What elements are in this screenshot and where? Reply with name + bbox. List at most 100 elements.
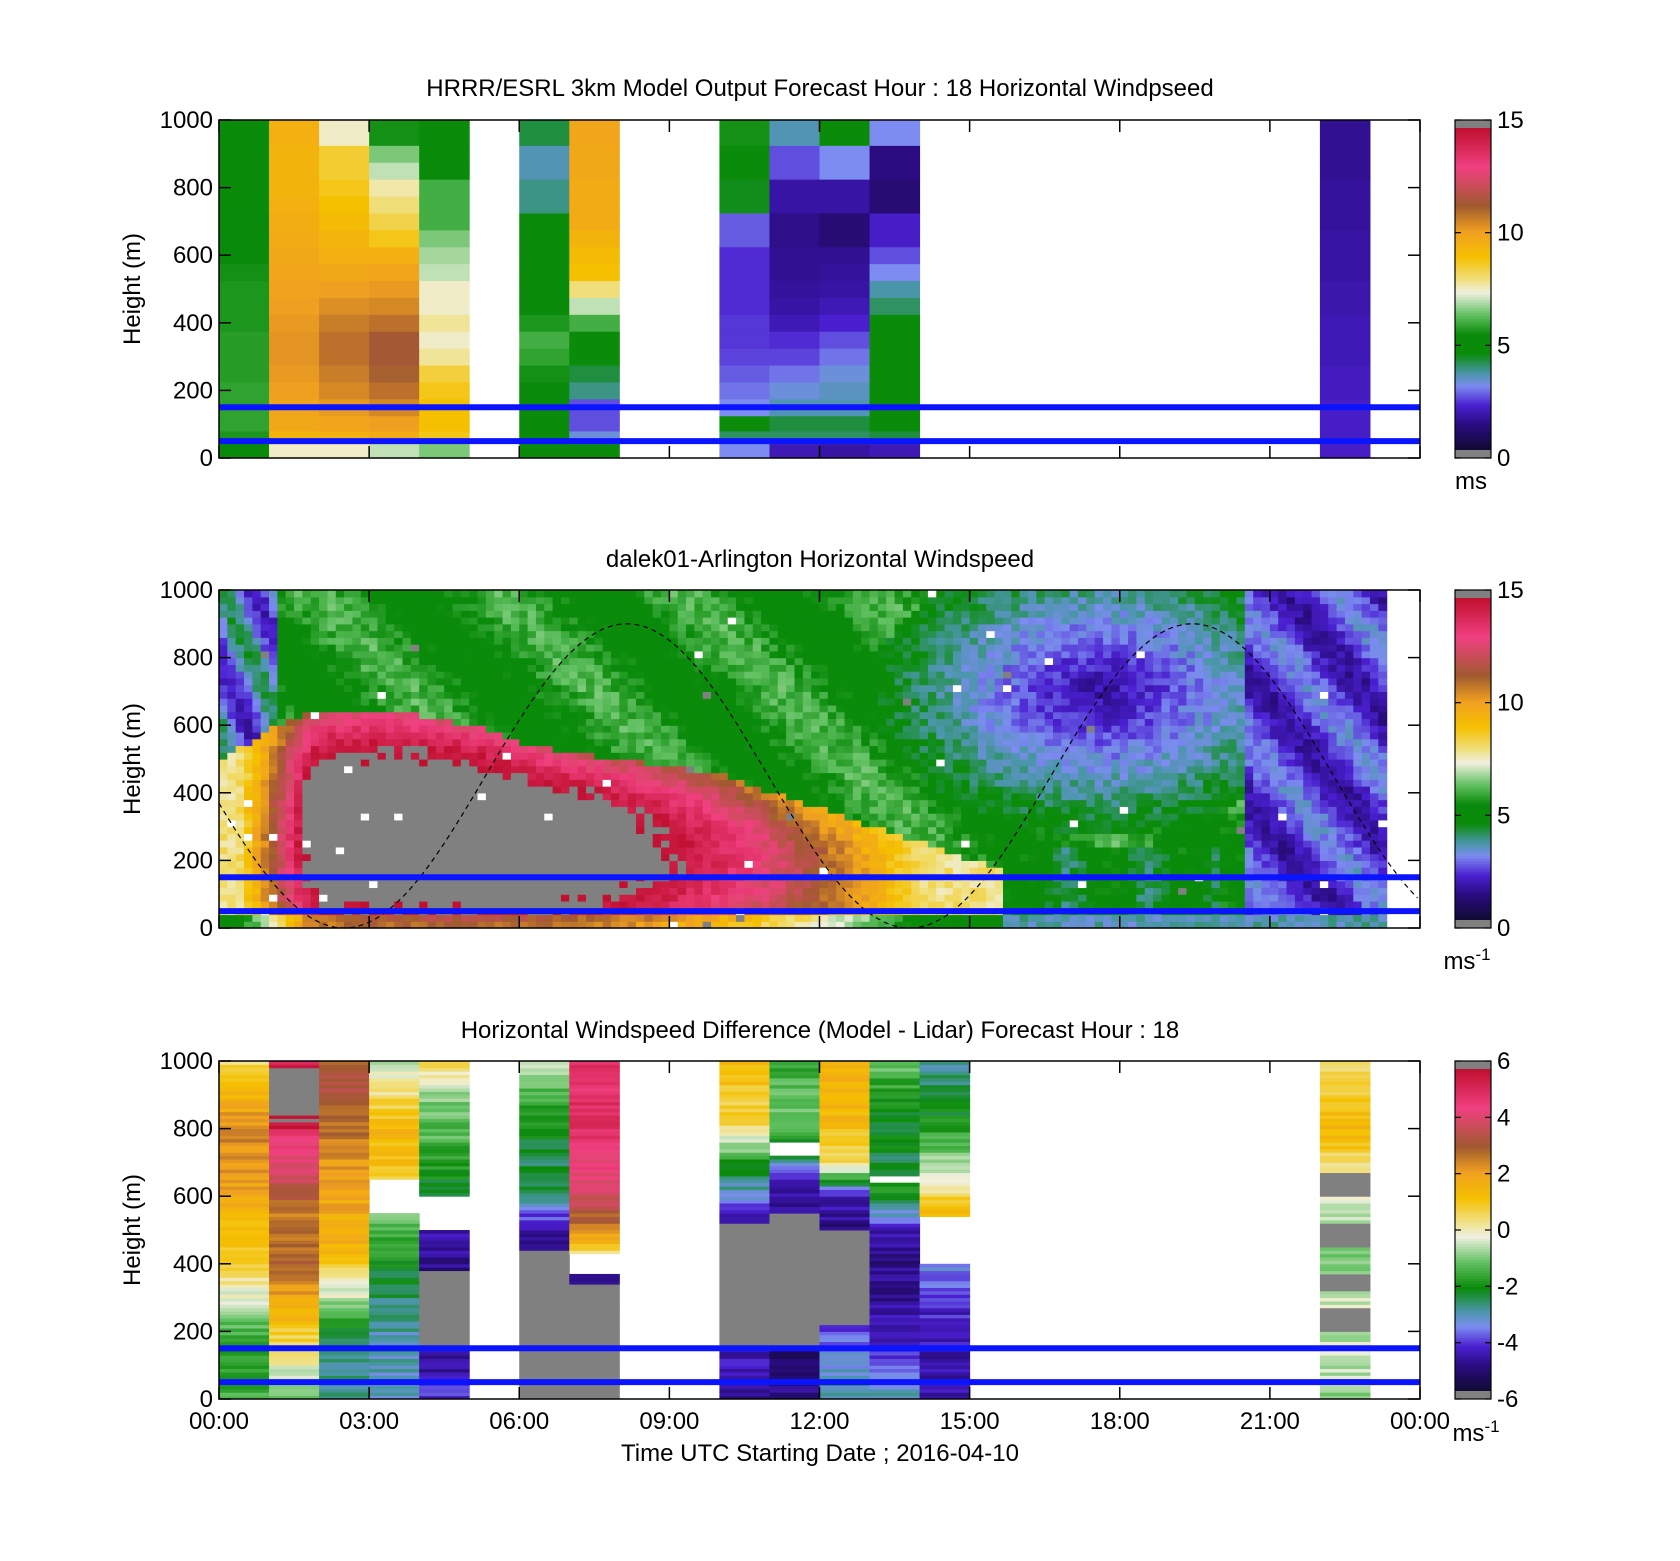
heatmap-cell <box>936 894 946 902</box>
heatmap-cell <box>560 779 570 787</box>
heatmap-cell <box>919 704 929 713</box>
heatmap-cell <box>302 745 312 753</box>
heatmap-cell <box>260 792 270 801</box>
heatmap-cell <box>861 684 871 692</box>
heatmap-cell <box>235 786 245 794</box>
heatmap-cell <box>961 657 971 665</box>
colorbar-segment <box>1455 165 1491 169</box>
colorbar-segment <box>1455 136 1491 140</box>
heatmap-cell <box>610 617 620 625</box>
heatmap-cell <box>952 826 962 834</box>
heatmap-cell <box>702 623 712 632</box>
colorbar-segment <box>1455 305 1491 309</box>
heatmap-cell <box>736 657 746 665</box>
heatmap-cell <box>752 704 762 713</box>
heatmap-cell <box>260 772 270 780</box>
heatmap-cell <box>327 745 337 753</box>
heatmap-cell <box>844 617 854 625</box>
heatmap-cell <box>227 596 237 605</box>
heatmap-cell <box>402 698 412 706</box>
heatmap-cell <box>444 623 454 632</box>
heatmap-cell <box>219 745 228 753</box>
heatmap-cell <box>769 772 779 780</box>
heatmap-cell <box>552 745 562 753</box>
heatmap-cell <box>327 684 337 692</box>
heatmap-cell <box>344 914 354 922</box>
heatmap-cell <box>519 779 529 787</box>
heatmap-cell <box>936 759 946 767</box>
heatmap-cell <box>627 725 637 733</box>
heatmap-cell <box>602 880 612 889</box>
heatmap-cell <box>535 711 545 720</box>
heatmap-cell <box>252 718 262 726</box>
colorbar-segment <box>1455 286 1491 290</box>
heatmap-cell <box>485 813 495 821</box>
heatmap-cell <box>519 806 529 814</box>
heatmap-cell <box>902 786 912 794</box>
heatmap-cell <box>527 684 537 692</box>
heatmap-cell <box>844 671 854 679</box>
heatmap-cell <box>527 677 537 686</box>
heatmap-cell <box>877 840 887 848</box>
heatmap-cell <box>410 630 420 638</box>
heatmap-cell <box>244 921 253 929</box>
heatmap-cell <box>627 711 637 720</box>
heatmap-cell <box>919 867 929 875</box>
heatmap-cell <box>619 698 629 706</box>
heatmap-cell <box>477 664 487 672</box>
heatmap-cell <box>477 813 487 821</box>
heatmap-cell <box>602 813 612 821</box>
heatmap-cell <box>719 263 770 282</box>
heatmap-cell <box>936 630 946 638</box>
heatmap-cell <box>661 819 670 828</box>
heatmap-cell <box>502 644 512 652</box>
heatmap-cell <box>694 698 704 706</box>
heatmap-cell <box>719 759 729 767</box>
heatmap-cell <box>419 657 429 665</box>
heatmap-cell <box>302 779 312 787</box>
heatmap-cell <box>869 711 879 720</box>
heatmap-cell <box>377 819 387 828</box>
heatmap-cell <box>227 630 237 638</box>
heatmap-cell <box>469 731 479 740</box>
heatmap-cell <box>360 745 370 753</box>
heatmap-cell <box>602 698 612 706</box>
heatmap-cell <box>686 846 695 855</box>
heatmap-cell <box>886 596 896 605</box>
heatmap-cell <box>661 664 670 672</box>
heatmap-cell <box>902 725 912 733</box>
heatmap-cell <box>269 196 320 214</box>
heatmap-cell <box>636 630 645 638</box>
heatmap-cell <box>1319 348 1371 366</box>
heatmap-cell <box>894 617 904 625</box>
heatmap-cell <box>560 725 570 733</box>
heatmap-cell <box>385 630 395 638</box>
heatmap-cell <box>477 779 487 787</box>
colorbar-segment <box>1455 170 1491 175</box>
heatmap-cell <box>902 731 912 740</box>
heatmap-cell <box>302 880 312 889</box>
heatmap-cell <box>952 698 962 706</box>
heatmap-cell <box>452 745 462 753</box>
heatmap-cell <box>527 806 537 814</box>
heatmap-cell <box>352 603 362 611</box>
heatmap-cell <box>285 603 295 611</box>
heatmap-cell <box>869 914 879 922</box>
heatmap-cell <box>527 914 537 922</box>
heatmap-cell <box>819 644 829 652</box>
heatmap-cell <box>702 779 712 787</box>
heatmap-cell <box>569 120 620 129</box>
heatmap-cell <box>594 853 604 861</box>
heatmap-cell <box>852 617 862 625</box>
colorbar-segment <box>1455 205 1491 210</box>
heatmap-cell <box>761 806 771 814</box>
heatmap-cell <box>652 799 662 807</box>
heatmap-cell <box>410 704 420 713</box>
heatmap-cell <box>877 590 887 598</box>
heatmap-cell <box>219 718 228 726</box>
heatmap-cell <box>711 623 721 632</box>
heatmap-cell <box>952 860 962 868</box>
heatmap-cell <box>636 759 645 767</box>
heatmap-cell <box>552 759 562 767</box>
heatmap-cell <box>794 806 804 814</box>
